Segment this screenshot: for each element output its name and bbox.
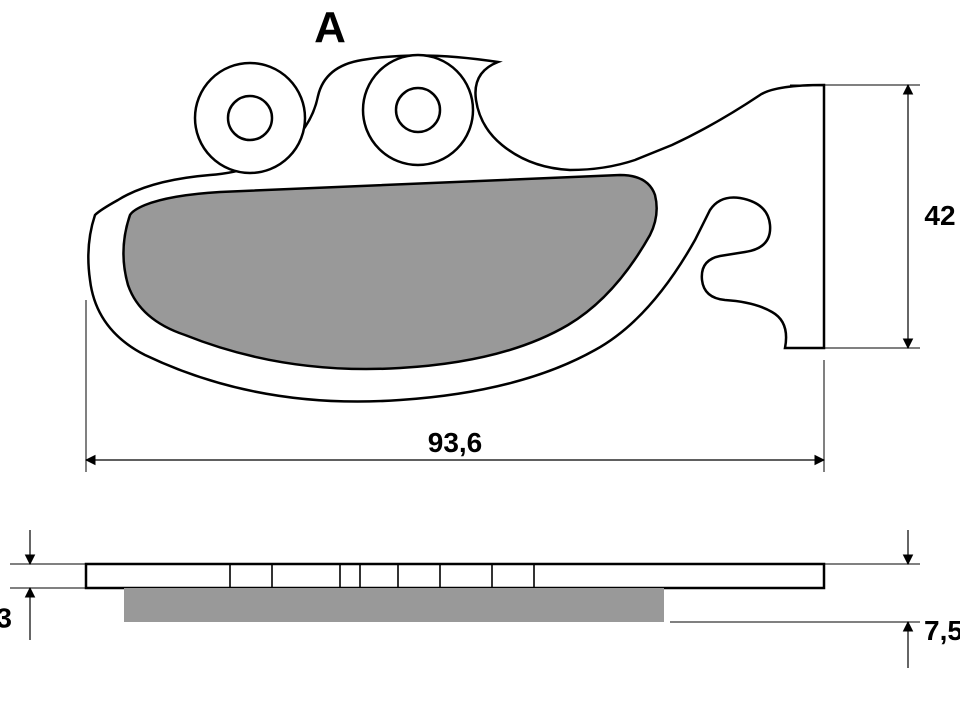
mounting-lug-left [195,63,305,173]
dim-total-thickness-label: 7,5 [924,615,960,646]
dim-height-label: 42 [924,200,955,231]
mounting-lug-right [363,55,473,165]
backing-plate-side [86,564,824,588]
brake-pad-technical-drawing: A 93,6 42 [0,0,960,714]
friction-material-side [124,588,664,622]
side-view: 3 7,5 [0,530,960,668]
top-view: 93,6 42 [86,55,956,472]
dimension-total-thickness: 7,5 [670,530,960,668]
dim-width-label: 93,6 [428,427,483,458]
dim-backing-thickness-label: 3 [0,602,12,633]
dimension-backing-thickness: 3 [0,530,86,640]
figure-title: A [314,3,346,52]
